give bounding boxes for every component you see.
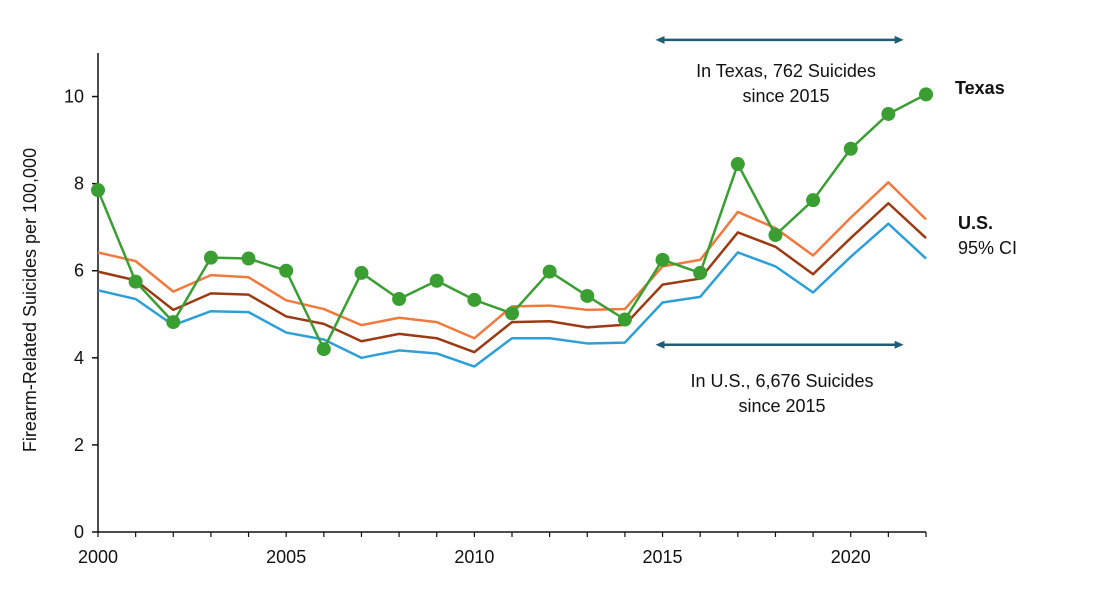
texas-data-point: [241, 251, 256, 266]
texas-data-point: [655, 252, 670, 267]
us-series-label: U.S.: [958, 213, 993, 233]
y-tick-label: 6: [74, 261, 84, 281]
series-layer: [91, 87, 933, 368]
texas-data-point: [730, 157, 745, 172]
texas-data-point: [354, 265, 369, 280]
y-tick-label: 10: [64, 87, 84, 107]
texas-data-point: [617, 312, 632, 327]
texas-data-point: [806, 193, 821, 208]
texas-data-point: [392, 292, 407, 307]
x-tick-label: 2020: [831, 547, 871, 567]
texas-data-point: [881, 106, 896, 121]
y-tick-label: 8: [74, 174, 84, 194]
texas-data-point: [693, 265, 708, 280]
y-axis-title: Firearm-Related Suicides per 100,000: [20, 148, 40, 452]
texas-data-point: [166, 315, 181, 330]
texas-annotation-line1: In Texas, 762 Suicides: [696, 61, 876, 81]
series-line-us_rate: [97, 201, 927, 354]
texas-data-point: [843, 141, 858, 156]
texas-annotation-line2: since 2015: [742, 86, 829, 106]
y-tick-label: 2: [74, 435, 84, 455]
us-ci-label: 95% CI: [958, 238, 1017, 258]
texas-series-label: Texas: [955, 78, 1005, 98]
us-annotation-line2: since 2015: [738, 396, 825, 416]
us-annotation-line1: In U.S., 6,676 Suicides: [690, 371, 873, 391]
texas-data-point: [91, 183, 105, 198]
x-tick-label: 2005: [266, 547, 306, 567]
series-line-us_lower: [97, 222, 927, 368]
x-tick-label: 2015: [643, 547, 683, 567]
x-tick-label: 2010: [454, 547, 494, 567]
texas-data-point: [768, 228, 783, 243]
texas-data-point: [316, 342, 331, 357]
series-labels: Texas U.S. 95% CI: [955, 78, 1017, 258]
texas-data-point: [467, 292, 482, 307]
texas-data-point: [203, 250, 218, 265]
texas-data-point: [505, 306, 519, 321]
texas-data-point: [542, 264, 557, 279]
y-tick-label: 0: [74, 522, 84, 542]
x-tick-label: 2000: [78, 547, 118, 567]
annotations: In Texas, 762 Suicides since 2015 In U.S…: [655, 35, 904, 416]
x-ticks: 2000 2005 2010 2015 2020: [78, 532, 927, 567]
y-ticks: 0 2 4 6 8 10: [64, 87, 98, 542]
y-tick-label: 4: [74, 348, 84, 368]
texas-data-point: [279, 263, 294, 278]
texas-data-point: [128, 274, 143, 289]
texas-data-point: [580, 288, 595, 303]
axes: 0 2 4 6 8 10 2000 2005 2010 2015 2020: [64, 53, 927, 567]
texas-data-point: [429, 273, 444, 288]
texas-data-point: [919, 87, 933, 102]
